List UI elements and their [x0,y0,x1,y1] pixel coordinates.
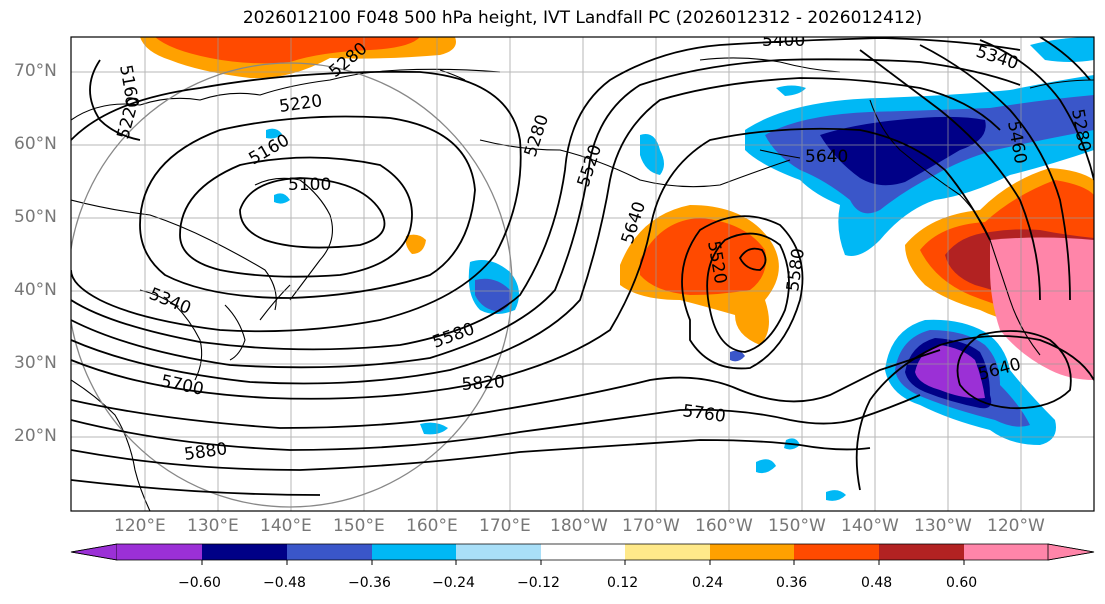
colorbar-tick-label: −0.48 [263,575,306,591]
colorbar-segment [372,544,456,560]
colorbar-segment [70,543,118,561]
colorbar-segment [964,544,1048,560]
lat-label: 70°N [14,61,57,81]
colorbar-tick-label: 0.24 [692,575,724,591]
contour-label: 5640 [805,147,848,167]
lat-label: 50°N [14,207,57,227]
colorbar-tick-label: −0.12 [517,575,560,591]
colorbar-segment [1047,543,1095,561]
contour-label: 5400 [762,31,805,51]
height-contours [71,37,1094,496]
lat-label: 20°N [14,426,57,446]
colorbar-segment [625,544,710,560]
landfall-circle [71,62,513,508]
lat-label: 40°N [14,280,57,300]
lon-label: 140°W [841,516,899,536]
colorbar-tick-label: 0.12 [607,575,639,591]
contour-label: 5100 [288,175,331,195]
colorbar-tick-label: −0.36 [348,575,391,591]
ivt-shading [140,37,1094,501]
lon-label: 160°W [695,516,753,536]
lon-label: 180°W [550,516,608,536]
colorbar-tick-label: 0.36 [776,575,808,591]
lon-label: 120°W [987,516,1045,536]
colorbar [70,543,1095,565]
map-plot-area: 5400 5340 5280 5280 5160 5220 5220 5160 … [71,31,1094,511]
lon-label: 150°W [768,516,826,536]
gridlines [71,37,1094,511]
lat-label: 30°N [14,353,57,373]
colorbar-segment [879,544,964,560]
colorbar-tick-label: −0.24 [432,575,475,591]
lon-label: 170°E [479,516,531,536]
lon-label: 120°E [114,516,166,536]
lon-label: 130°W [914,516,972,536]
lon-label: 130°E [187,516,239,536]
colorbar-tick-label: −0.60 [178,575,221,591]
colorbar-segment [202,544,287,560]
contour-label: 5820 [461,372,506,395]
colorbar-ticks [201,560,965,565]
lon-label: 160°E [406,516,458,536]
colorbar-segment [710,544,794,560]
lon-label: 140°E [260,516,312,536]
colorbar-segment [794,544,879,560]
coastlines [71,57,1094,511]
colorbar-segment [541,544,625,560]
colorbar-tick-label: 0.60 [946,575,978,591]
map-title: 2026012100 F048 500 hPa height, IVT Land… [242,8,923,28]
colorbar-segment [456,544,541,560]
colorbar-segment [287,544,372,560]
colorbar-segment [117,544,202,560]
colorbar-tick-label: 0.48 [861,575,893,591]
lon-label: 170°W [622,516,680,536]
colorbar-outline [70,543,1095,561]
lat-label: 60°N [14,134,57,154]
lon-label: 150°E [333,516,385,536]
map-frame [70,36,1095,512]
